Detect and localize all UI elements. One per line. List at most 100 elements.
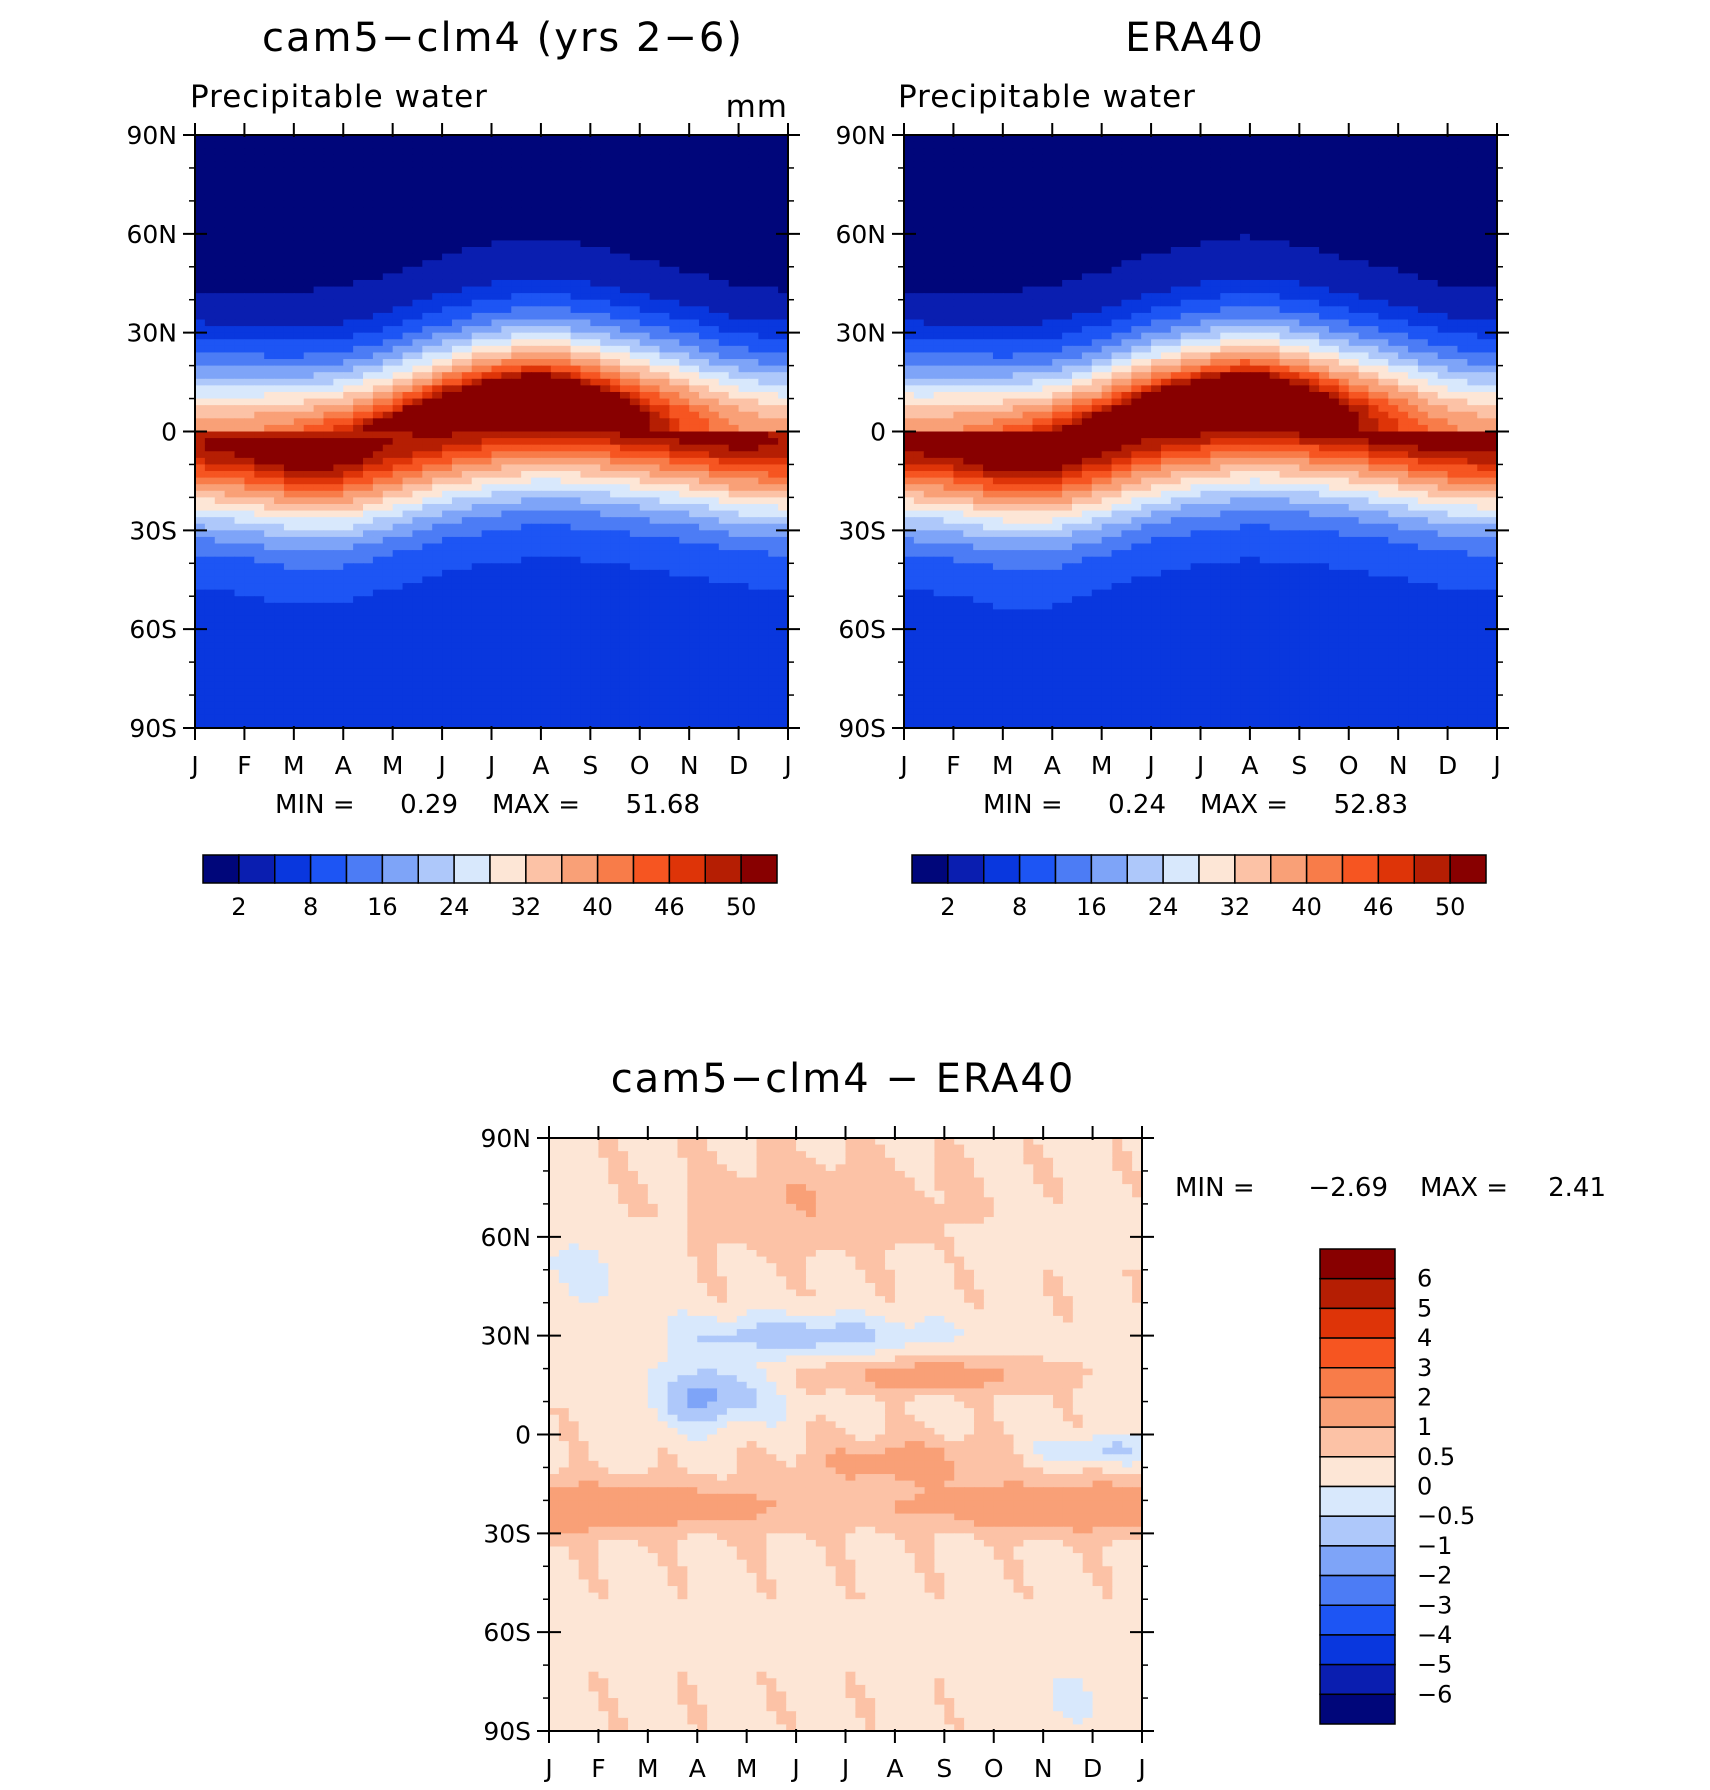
field-cell xyxy=(264,306,275,314)
field-cell xyxy=(204,438,216,446)
field-cell xyxy=(610,523,621,531)
field-cell xyxy=(778,675,789,683)
field-cell xyxy=(758,332,769,340)
field-cell xyxy=(343,635,354,643)
field-cell xyxy=(442,194,453,202)
field-cell xyxy=(590,385,601,393)
field-cell xyxy=(768,471,779,479)
field-cell xyxy=(293,629,305,637)
field-cell xyxy=(659,530,670,538)
field-cell xyxy=(521,484,532,492)
field-cell xyxy=(303,457,315,466)
field-cell xyxy=(768,484,779,492)
field-cell xyxy=(412,181,423,189)
field-cell xyxy=(195,286,206,294)
field-cell xyxy=(353,372,364,380)
field-cell xyxy=(363,194,374,202)
field-cell xyxy=(619,148,631,156)
field-cell xyxy=(550,306,562,314)
field-cell xyxy=(590,227,601,235)
field-cell xyxy=(264,187,275,195)
field-cell xyxy=(412,253,423,261)
field-cell xyxy=(679,510,690,518)
field-cell xyxy=(293,589,305,597)
field-cell xyxy=(501,286,512,294)
field-cell xyxy=(511,332,522,340)
field-cell xyxy=(432,438,443,446)
field-cell xyxy=(224,207,236,215)
field-cell xyxy=(442,583,453,591)
field-cell xyxy=(382,220,394,228)
field-cell xyxy=(590,523,601,531)
field-cell xyxy=(214,240,226,248)
field-cell xyxy=(195,385,206,393)
field-cell xyxy=(718,510,730,518)
field-cell xyxy=(392,497,404,505)
field-cell xyxy=(679,326,690,334)
field-cell xyxy=(491,319,502,327)
field-cell xyxy=(610,609,621,617)
field-cell xyxy=(560,200,572,209)
field-cell xyxy=(501,517,512,525)
field-cell xyxy=(422,391,433,400)
field-cell xyxy=(283,385,295,393)
field-cell xyxy=(461,312,473,321)
field-cell xyxy=(580,352,591,360)
field-cell xyxy=(491,207,502,215)
field-cell xyxy=(619,583,631,591)
field-cell xyxy=(353,438,364,446)
field-cell xyxy=(254,200,265,209)
field-cell xyxy=(234,543,246,551)
field-cell xyxy=(491,293,502,301)
field-cell xyxy=(481,497,493,505)
field-cell xyxy=(323,471,334,479)
field-cell xyxy=(748,187,759,195)
field-cell xyxy=(372,306,384,314)
field-cell xyxy=(521,220,532,228)
field-cell xyxy=(323,148,334,156)
field-cell xyxy=(392,214,404,222)
field-cell xyxy=(363,378,374,386)
field-cell xyxy=(333,451,344,459)
field-cell xyxy=(442,312,453,321)
field-cell xyxy=(442,536,453,545)
field-cell xyxy=(699,477,710,485)
field-cell xyxy=(728,589,740,597)
field-cell xyxy=(778,596,789,604)
field-cell xyxy=(748,233,759,242)
field-cell xyxy=(214,648,226,657)
field-cell xyxy=(442,556,453,564)
field-cell xyxy=(432,352,443,360)
field-cell xyxy=(501,550,512,558)
field-cell xyxy=(461,266,473,274)
field-cell xyxy=(442,503,453,512)
field-cell xyxy=(343,550,354,558)
field-cell xyxy=(570,464,582,472)
field-cell xyxy=(540,220,552,228)
field-cell xyxy=(560,405,572,413)
field-cell xyxy=(728,602,740,610)
field-cell xyxy=(382,405,394,413)
field-cell xyxy=(303,359,315,367)
field-cell xyxy=(748,227,759,235)
field-cell xyxy=(491,260,502,268)
field-cell xyxy=(531,273,542,281)
field-cell xyxy=(343,451,354,459)
field-cell xyxy=(610,596,621,604)
field-cell xyxy=(432,286,443,294)
field-cell xyxy=(768,326,779,334)
field-cell xyxy=(718,352,730,360)
field-cell xyxy=(254,464,265,472)
field-cell xyxy=(264,523,275,531)
field-cell xyxy=(264,457,275,466)
field-cell xyxy=(619,299,631,307)
field-cell xyxy=(590,293,601,301)
field-cell xyxy=(343,293,354,301)
field-cell xyxy=(264,253,275,261)
field-cell xyxy=(234,286,246,294)
field-cell xyxy=(432,477,443,485)
field-cell xyxy=(264,214,275,222)
field-cell xyxy=(560,253,572,261)
field-cell xyxy=(629,530,641,538)
field-cell xyxy=(511,148,522,156)
